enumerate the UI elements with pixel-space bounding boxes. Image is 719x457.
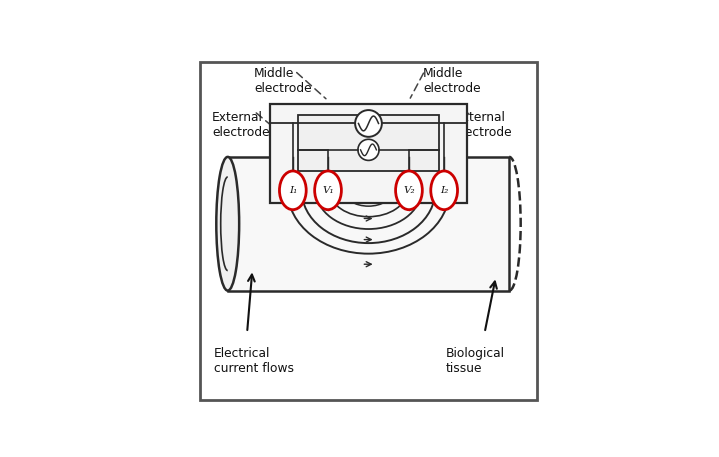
Circle shape (358, 139, 379, 160)
Text: Electrical
current flows: Electrical current flows (214, 347, 293, 375)
Ellipse shape (431, 171, 457, 210)
Text: External
electrode: External electrode (212, 111, 270, 139)
Ellipse shape (280, 171, 306, 210)
Text: External
electrode: External electrode (454, 111, 513, 139)
Text: V₁: V₁ (322, 186, 334, 195)
Circle shape (355, 110, 382, 137)
Bar (298, 115, 439, 171)
Ellipse shape (216, 157, 239, 291)
Ellipse shape (315, 171, 342, 210)
Text: I₁: I₁ (289, 186, 297, 195)
Text: I₂: I₂ (440, 186, 448, 195)
Bar (270, 104, 467, 202)
Text: Biological
tissue: Biological tissue (446, 347, 505, 375)
Text: Middle
electrode: Middle electrode (423, 67, 481, 95)
Text: Middle
electrode: Middle electrode (254, 67, 312, 95)
Text: V₂: V₂ (403, 186, 415, 195)
Bar (228, 157, 509, 291)
Ellipse shape (395, 171, 422, 210)
